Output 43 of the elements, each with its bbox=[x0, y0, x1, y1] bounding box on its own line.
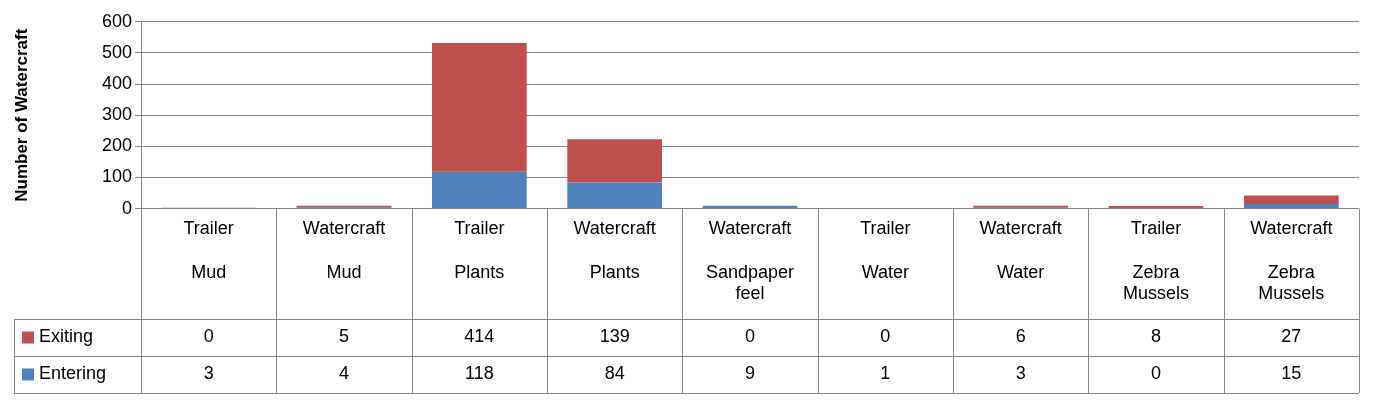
data-label: 0 bbox=[880, 326, 891, 347]
data-label: 414 bbox=[464, 326, 495, 347]
y-tick-label: 200 bbox=[101, 135, 132, 156]
data-label: 118 bbox=[464, 363, 494, 384]
data-label: 3 bbox=[203, 363, 214, 384]
data-label: 5 bbox=[338, 326, 350, 347]
category-label: Watercraft Plants bbox=[573, 218, 656, 282]
bar bbox=[431, 171, 527, 209]
y-tick-label: 400 bbox=[101, 73, 132, 94]
data-label: 8 bbox=[1150, 326, 1162, 347]
data-label: 15 bbox=[1281, 363, 1302, 384]
y-tick-label: 300 bbox=[101, 104, 132, 125]
y-tick-label: 500 bbox=[101, 41, 132, 62]
category-label: Watercraft Water bbox=[979, 218, 1062, 282]
data-label: 0 bbox=[744, 326, 756, 347]
bar bbox=[1243, 195, 1339, 204]
data-label: 9 bbox=[744, 363, 756, 384]
data-label: 4 bbox=[338, 363, 350, 384]
data-label: 0 bbox=[1150, 363, 1162, 384]
category-label: Watercraft Sandpaper feel bbox=[705, 218, 795, 304]
category-label: Trailer Water bbox=[860, 218, 911, 282]
legend-label: Exiting bbox=[39, 326, 94, 347]
category-label: Trailer Plants bbox=[454, 218, 505, 282]
bar bbox=[567, 139, 663, 183]
data-label: 139 bbox=[599, 326, 630, 347]
data-label: 1 bbox=[880, 363, 891, 384]
category-label: Trailer Zebra Mussels bbox=[1122, 218, 1190, 304]
bar bbox=[567, 182, 663, 209]
category-label: Watercraft Zebra Mussels bbox=[1250, 218, 1333, 304]
y-tick-label: 100 bbox=[101, 166, 132, 187]
bar bbox=[431, 42, 527, 172]
data-label: 6 bbox=[1015, 326, 1026, 347]
legend-label: Entering bbox=[39, 363, 107, 384]
data-label: 0 bbox=[203, 326, 214, 347]
data-label: 27 bbox=[1281, 326, 1302, 347]
y-tick-label: 600 bbox=[101, 10, 132, 31]
y-axis-title: Number of Watercraft bbox=[11, 28, 31, 202]
y-tick-label: 0 bbox=[121, 197, 132, 218]
data-label: 84 bbox=[604, 363, 625, 384]
category-label: Watercraft Mud bbox=[302, 218, 386, 282]
bar bbox=[1243, 203, 1339, 209]
data-label: 3 bbox=[1015, 363, 1026, 384]
category-label: Trailer Mud bbox=[183, 218, 234, 282]
